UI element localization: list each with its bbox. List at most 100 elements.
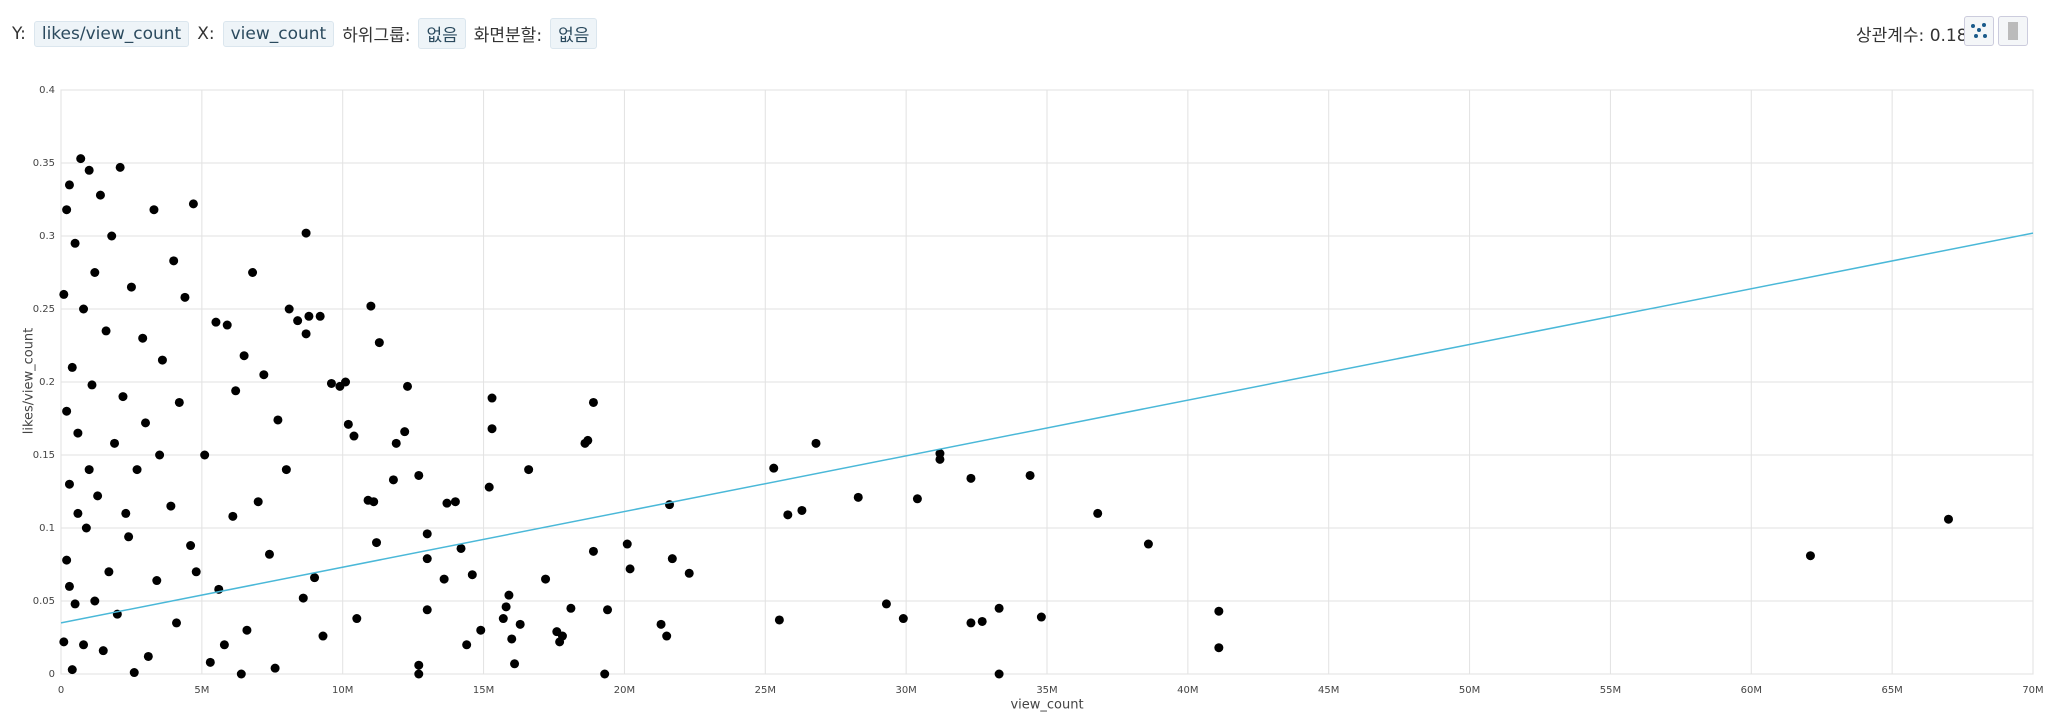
scatter-button[interactable] <box>1964 16 1994 46</box>
point <box>994 669 1004 679</box>
point <box>403 381 413 391</box>
y-label: Y: <box>12 23 26 44</box>
point <box>118 392 128 402</box>
point <box>264 549 274 559</box>
view-toggle <box>1964 16 2028 46</box>
point <box>510 659 520 669</box>
point <box>811 438 821 448</box>
scatter-icon <box>1971 23 1987 38</box>
x-tick-label: 50M <box>1459 685 1480 696</box>
point <box>366 301 376 311</box>
point <box>414 669 424 679</box>
point <box>603 605 613 615</box>
point <box>1805 551 1815 561</box>
point <box>662 631 672 641</box>
point <box>101 326 111 336</box>
point <box>138 333 148 343</box>
point <box>298 593 308 603</box>
y-tick-label: 0.3 <box>39 231 55 242</box>
point <box>180 292 190 302</box>
x-tick-label: 10M <box>332 685 353 696</box>
point <box>59 637 69 647</box>
point <box>588 546 598 556</box>
point <box>79 304 89 314</box>
point <box>1025 470 1035 480</box>
point <box>172 618 182 628</box>
point <box>115 162 125 172</box>
point <box>90 268 100 277</box>
trend-line <box>60 232 2034 624</box>
y-tick-label: 0.05 <box>33 596 55 607</box>
x-tick-label: 25M <box>755 685 776 696</box>
split-select[interactable]: 없음 <box>550 18 598 49</box>
point <box>95 190 105 200</box>
point <box>191 567 201 577</box>
x-tick-label: 5M <box>194 685 209 696</box>
y-tick-label: 0.25 <box>33 304 55 315</box>
point <box>59 289 69 299</box>
point <box>126 282 136 292</box>
point <box>774 615 784 625</box>
point <box>141 418 151 428</box>
point <box>149 205 159 215</box>
x-tick-label: 55M <box>1600 685 1621 696</box>
point <box>391 438 401 448</box>
point <box>487 424 497 434</box>
point <box>555 637 565 647</box>
point <box>422 529 432 539</box>
point <box>70 599 80 609</box>
x-tick-label: 35M <box>1036 685 1057 696</box>
point <box>524 465 534 475</box>
point <box>372 538 382 548</box>
point <box>566 603 576 613</box>
point <box>1093 508 1103 518</box>
point <box>797 505 807 515</box>
point <box>293 316 303 326</box>
point <box>414 470 424 480</box>
point <box>349 431 359 441</box>
point <box>498 614 508 624</box>
point <box>310 573 320 583</box>
point <box>231 386 241 396</box>
point <box>580 438 590 448</box>
point <box>1214 606 1224 616</box>
y-select[interactable]: likes/view_count <box>33 20 190 47</box>
point <box>504 590 514 600</box>
point <box>273 415 283 425</box>
point <box>898 614 908 624</box>
point <box>422 554 432 564</box>
point <box>62 555 72 565</box>
bar-button[interactable] <box>1998 16 2028 46</box>
point <box>318 631 328 641</box>
point <box>110 438 120 448</box>
point <box>62 205 72 215</box>
subgroup-label: 하위그룹: <box>342 26 411 46</box>
point <box>388 475 398 485</box>
point <box>222 320 232 330</box>
point <box>912 494 922 504</box>
point <box>152 576 162 586</box>
point <box>588 397 598 407</box>
point <box>98 646 108 656</box>
point <box>439 574 449 584</box>
x-tick-label: 70M <box>2022 685 2043 696</box>
bar-icon <box>2008 22 2018 40</box>
point <box>205 657 215 667</box>
point <box>1143 539 1153 549</box>
point <box>414 660 424 670</box>
point <box>304 311 314 321</box>
x-select[interactable]: view_count <box>222 20 335 47</box>
point <box>67 362 77 372</box>
point <box>374 338 384 348</box>
subgroup-select[interactable]: 없음 <box>418 18 466 49</box>
correlation-label: 상관계수: <box>1856 26 1925 46</box>
point <box>79 640 89 650</box>
point <box>456 543 466 553</box>
y-tick-label: 0 <box>49 669 55 680</box>
point <box>442 498 452 508</box>
point <box>73 508 83 518</box>
point <box>239 351 249 361</box>
y-tick-label: 0.15 <box>33 450 55 461</box>
point <box>236 669 246 679</box>
x-label: X: <box>197 23 215 44</box>
